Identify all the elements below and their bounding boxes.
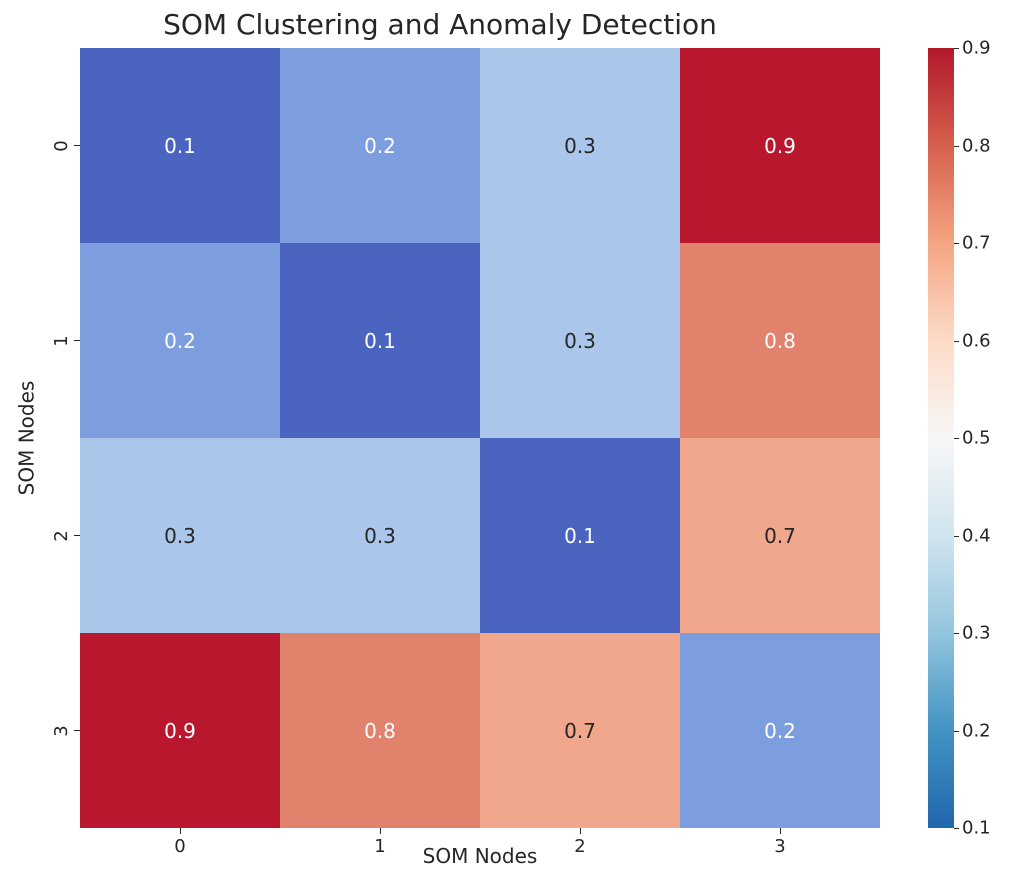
heatmap-cell: 0.3 [480,243,680,438]
colorbar-tick-label: 0.2 [962,720,991,741]
heatmap-cell: 0.1 [480,438,680,633]
y-axis-label: SOM Nodes [14,48,38,828]
heatmap-cell: 0.8 [680,243,880,438]
colorbar-tick-label: 0.4 [962,525,991,546]
colorbar: 0.10.20.30.40.50.60.70.80.9 [928,48,954,828]
colorbar-tick-label: 0.7 [962,233,991,254]
colorbar-tick-mark [954,828,959,829]
heatmap-cell: 0.2 [80,243,280,438]
colorbar-tick-mark [954,146,959,147]
y-tick-mark [74,730,80,731]
colorbar-tick-label: 0.3 [962,623,991,644]
colorbar-tick-label: 0.6 [962,330,991,351]
colorbar-tick-label: 0.1 [962,818,991,839]
heatmap-cell: 0.2 [680,633,880,828]
heatmap-cell: 0.9 [680,48,880,243]
y-tick-mark [74,340,80,341]
heatmap-cell: 0.1 [280,243,480,438]
y-tick-label: 3 [51,725,72,736]
y-tick-label: 1 [51,335,72,346]
y-tick-label: 0 [51,140,72,151]
chart-title: SOM Clustering and Anomaly Detection [0,8,880,41]
y-tick-mark [74,145,80,146]
x-tick-label: 2 [574,836,585,857]
y-tick-mark [74,535,80,536]
colorbar-tick-mark [954,536,959,537]
x-tick-mark [780,828,781,834]
x-tick-label: 3 [774,836,785,857]
colorbar-tick-mark [954,731,959,732]
colorbar-tick-mark [954,438,959,439]
x-tick-mark [380,828,381,834]
x-axis-label: SOM Nodes [80,844,880,868]
heatmap-cell: 0.7 [680,438,880,633]
x-tick-mark [580,828,581,834]
chart-container: SOM Clustering and Anomaly Detection SOM… [0,0,1024,874]
colorbar-tick-mark [954,48,959,49]
heatmap-cell: 0.3 [280,438,480,633]
x-tick-label: 0 [174,836,185,857]
heatmap-cell: 0.7 [480,633,680,828]
heatmap-cell: 0.1 [80,48,280,243]
colorbar-tick-label: 0.5 [962,428,991,449]
heatmap-cell: 0.3 [80,438,280,633]
x-tick-label: 1 [374,836,385,857]
heatmap-cell: 0.2 [280,48,480,243]
heatmap-cell: 0.8 [280,633,480,828]
colorbar-gradient [928,48,954,828]
x-tick-mark [180,828,181,834]
heatmap-cell: 0.9 [80,633,280,828]
colorbar-tick-mark [954,633,959,634]
heatmap-grid: 0.10.20.30.90.20.10.30.80.30.30.10.70.90… [80,48,880,828]
colorbar-tick-mark [954,243,959,244]
colorbar-tick-mark [954,341,959,342]
y-tick-label: 2 [51,530,72,541]
heatmap-cell: 0.3 [480,48,680,243]
colorbar-tick-label: 0.8 [962,135,991,156]
plot-area: 0.10.20.30.90.20.10.30.80.30.30.10.70.90… [80,48,880,828]
colorbar-tick-label: 0.9 [962,38,991,59]
